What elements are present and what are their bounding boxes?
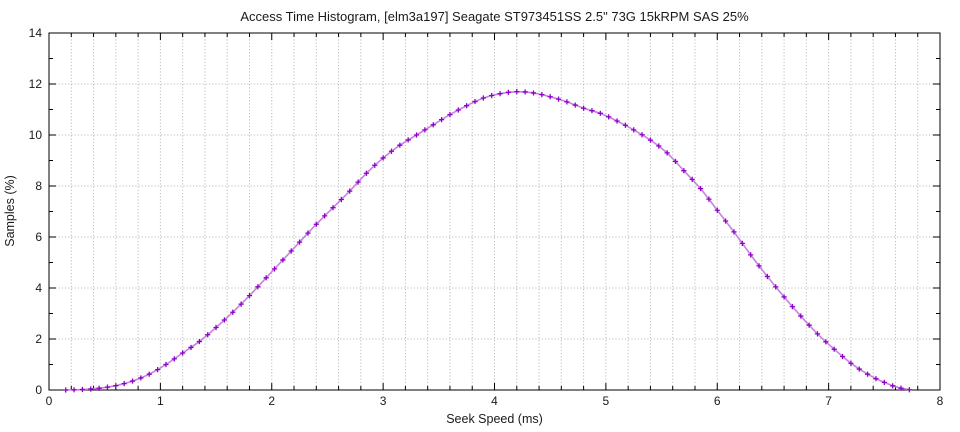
grid-lines (49, 33, 940, 390)
x-axis-title: Seek Speed (ms) (446, 412, 543, 426)
y-tick-label: 8 (35, 179, 42, 193)
x-tick-label: 4 (491, 394, 498, 408)
axis-ticks (48, 32, 941, 391)
x-tick-label: 6 (714, 394, 721, 408)
series-markers (63, 89, 912, 393)
y-tick-label: 12 (29, 77, 43, 91)
x-tick-label: 3 (380, 394, 387, 408)
x-tick-label: 7 (825, 394, 832, 408)
plus-markers (63, 89, 912, 393)
x-tick-labels: 0 1 2 3 4 5 6 7 8 (46, 394, 944, 408)
y-tick-label: 0 (35, 383, 42, 397)
border-box (48, 32, 941, 391)
y-tick-labels: 0 2 4 6 8 10 12 14 (29, 26, 43, 397)
y-tick-label: 10 (29, 128, 43, 142)
x-tick-label: 1 (157, 394, 164, 408)
series-line (65, 90, 910, 391)
x-tick-label: 2 (268, 394, 275, 408)
y-tick-label: 2 (35, 332, 42, 346)
chart-title: Access Time Histogram, [elm3a197] Seagat… (240, 9, 749, 24)
y-tick-label: 4 (35, 281, 42, 295)
y-tick-label: 14 (29, 26, 43, 40)
x-tick-label: 0 (46, 394, 53, 408)
series-polyline (65, 90, 910, 391)
y-tick-label: 6 (35, 230, 42, 244)
x-tick-label: 5 (603, 394, 610, 408)
plot-border (48, 32, 941, 391)
x-tick-label: 8 (937, 394, 944, 408)
